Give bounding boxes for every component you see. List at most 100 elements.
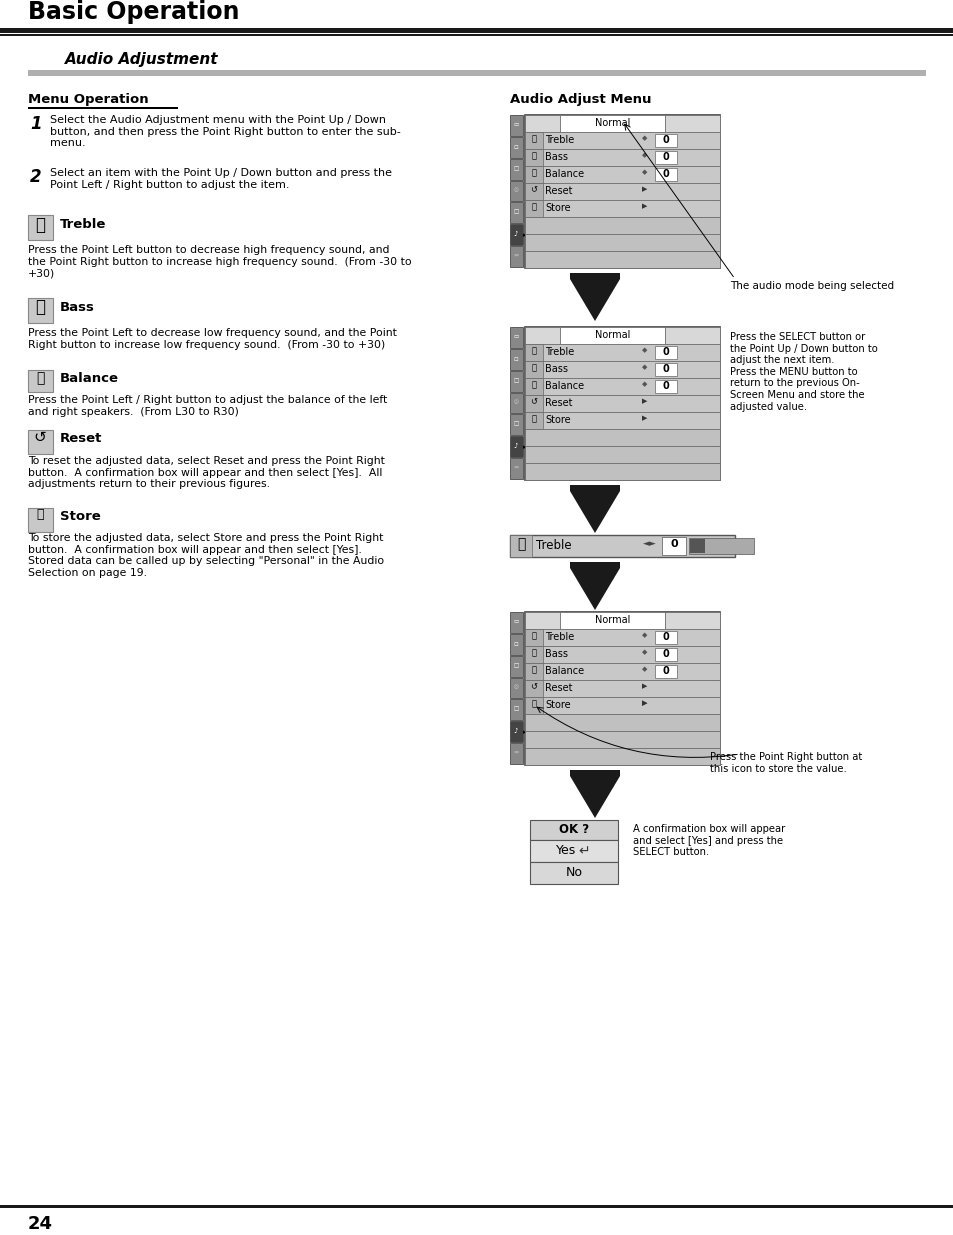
Bar — [510, 535, 532, 557]
Text: 0: 0 — [662, 135, 669, 144]
Bar — [661, 537, 685, 555]
Text: No: No — [565, 866, 582, 879]
Text: 0: 0 — [662, 347, 669, 357]
Bar — [524, 149, 720, 165]
Text: 0: 0 — [662, 382, 669, 391]
Bar — [524, 680, 720, 697]
Text: Press the SELECT button or
the Point Up / Down button to
adjust the next item.
P: Press the SELECT button or the Point Up … — [729, 332, 877, 411]
Text: Reset: Reset — [60, 432, 102, 445]
Text: ↵: ↵ — [578, 844, 589, 858]
Bar — [524, 345, 720, 361]
Bar — [524, 748, 720, 764]
Text: ◆: ◆ — [641, 382, 647, 387]
Text: 0: 0 — [662, 632, 669, 642]
Bar — [655, 363, 677, 375]
Text: □: □ — [513, 165, 518, 170]
Bar — [524, 663, 720, 680]
Polygon shape — [569, 492, 619, 534]
Bar — [569, 562, 619, 568]
Bar — [524, 132, 542, 149]
Bar — [510, 393, 522, 414]
Bar — [510, 535, 734, 557]
Bar — [524, 327, 720, 480]
Text: 24: 24 — [28, 1215, 53, 1233]
Text: ◆: ◆ — [641, 347, 647, 353]
Text: Balance: Balance — [544, 169, 583, 179]
Bar — [569, 485, 619, 492]
Bar — [510, 348, 522, 369]
Bar — [655, 135, 677, 147]
Text: ◆: ◆ — [641, 152, 647, 158]
Bar — [524, 714, 720, 731]
Text: ▶: ▶ — [641, 683, 647, 689]
Text: ↺: ↺ — [33, 430, 47, 445]
Bar — [530, 862, 618, 884]
Bar — [524, 233, 720, 251]
Polygon shape — [569, 568, 619, 610]
Text: ▶: ▶ — [641, 398, 647, 404]
Text: ◎: ◎ — [513, 400, 517, 405]
Text: 0: 0 — [662, 152, 669, 162]
Text: 0: 0 — [670, 538, 677, 550]
Bar — [510, 415, 522, 435]
Text: 🗄: 🗄 — [36, 508, 44, 521]
Polygon shape — [569, 279, 619, 321]
Text: ▫: ▫ — [513, 143, 517, 149]
Bar — [28, 70, 925, 77]
Bar — [510, 203, 522, 224]
Bar — [510, 436, 522, 457]
Bar — [28, 107, 178, 109]
Bar — [655, 648, 677, 661]
Text: ⤡: ⤡ — [531, 168, 536, 177]
Text: Reset: Reset — [544, 186, 572, 196]
Bar — [0, 28, 953, 33]
Text: Normal: Normal — [594, 330, 630, 340]
Text: OK ?: OK ? — [558, 823, 588, 836]
Bar — [510, 327, 522, 348]
Bar — [524, 183, 542, 200]
Text: ◎: ◎ — [513, 188, 517, 193]
Bar — [524, 165, 720, 183]
Bar — [524, 149, 542, 165]
Text: Treble: Treble — [60, 219, 107, 231]
Bar — [510, 246, 522, 267]
Text: ◄►: ◄► — [642, 538, 657, 548]
Text: ◆: ◆ — [641, 666, 647, 672]
Text: ↺: ↺ — [530, 396, 537, 406]
Text: 0: 0 — [662, 364, 669, 374]
Text: ▭: ▭ — [513, 122, 518, 127]
Text: To reset the adjusted data, select Reset and press the Point Right
button.  A co: To reset the adjusted data, select Reset… — [28, 456, 384, 489]
Bar — [524, 183, 720, 200]
Bar — [655, 346, 677, 359]
Text: Press the Point Left button to decrease high frequency sound, and
the Point Righ: Press the Point Left button to decrease … — [28, 245, 411, 278]
Text: Select an item with the Point Up / Down button and press the
Point Left / Right : Select an item with the Point Up / Down … — [50, 168, 392, 190]
Bar — [524, 463, 720, 480]
Bar — [524, 395, 720, 412]
Text: ♪: ♪ — [514, 729, 517, 735]
Text: □: □ — [513, 378, 518, 383]
Text: Bass: Bass — [544, 364, 567, 374]
Text: ◎: ◎ — [513, 684, 517, 689]
Bar — [510, 634, 522, 655]
Bar — [524, 115, 720, 268]
Text: A confirmation box will appear
and select [Yes] and press the
SELECT button.: A confirmation box will appear and selec… — [633, 824, 784, 857]
Bar — [510, 137, 522, 158]
Bar — [0, 1205, 953, 1208]
Text: ▶: ▶ — [641, 700, 647, 706]
Bar — [524, 251, 720, 268]
Text: Balance: Balance — [60, 372, 119, 385]
Bar — [524, 378, 720, 395]
Text: 0: 0 — [662, 169, 669, 179]
Text: ♪: ♪ — [514, 443, 517, 450]
Text: Store: Store — [544, 203, 570, 212]
Text: Treble: Treble — [544, 347, 574, 357]
Text: 𝄞: 𝄞 — [517, 537, 525, 551]
Text: ▫: ▫ — [513, 356, 517, 362]
Text: Store: Store — [544, 700, 570, 710]
Text: Bass: Bass — [544, 152, 567, 162]
Bar — [524, 663, 542, 680]
Bar — [524, 378, 542, 395]
Bar — [510, 180, 522, 201]
Text: ▬: ▬ — [513, 750, 518, 755]
Text: ▬: ▬ — [513, 466, 518, 471]
